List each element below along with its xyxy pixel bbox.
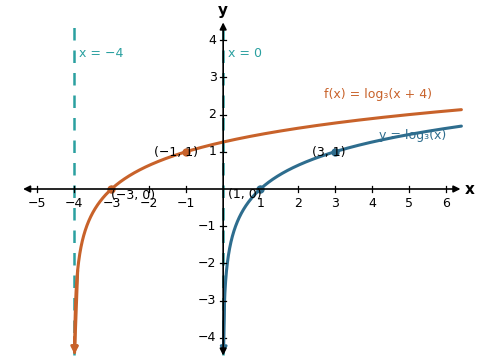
Text: −4: −4	[198, 331, 216, 344]
Text: 2: 2	[294, 197, 301, 210]
Text: −3: −3	[198, 294, 216, 307]
Text: −4: −4	[65, 197, 83, 210]
Text: 4: 4	[368, 197, 376, 210]
Text: 3: 3	[331, 197, 339, 210]
Text: (1, 0): (1, 0)	[227, 188, 261, 201]
Text: −1: −1	[177, 197, 195, 210]
Text: x: x	[465, 182, 475, 196]
Text: −2: −2	[140, 197, 158, 210]
Text: −2: −2	[198, 257, 216, 270]
Text: −5: −5	[28, 197, 46, 210]
Text: (3, 1): (3, 1)	[313, 146, 346, 159]
Text: (−3, 0): (−3, 0)	[112, 189, 156, 203]
Text: x = 0: x = 0	[227, 47, 262, 60]
Text: 2: 2	[208, 108, 216, 121]
Text: 5: 5	[405, 197, 413, 210]
Text: −3: −3	[102, 197, 121, 210]
Text: 3: 3	[208, 71, 216, 84]
Text: 1: 1	[257, 197, 264, 210]
Text: 4: 4	[208, 34, 216, 46]
Text: y: y	[218, 3, 228, 18]
Text: 6: 6	[443, 197, 450, 210]
Text: y = log₃(x): y = log₃(x)	[379, 129, 447, 142]
Text: (−1, 1): (−1, 1)	[154, 146, 198, 159]
Text: 1: 1	[208, 145, 216, 158]
Text: f(x) = log₃(x + 4): f(x) = log₃(x + 4)	[324, 88, 431, 101]
Text: −1: −1	[198, 220, 216, 233]
Text: x = −4: x = −4	[79, 47, 123, 60]
